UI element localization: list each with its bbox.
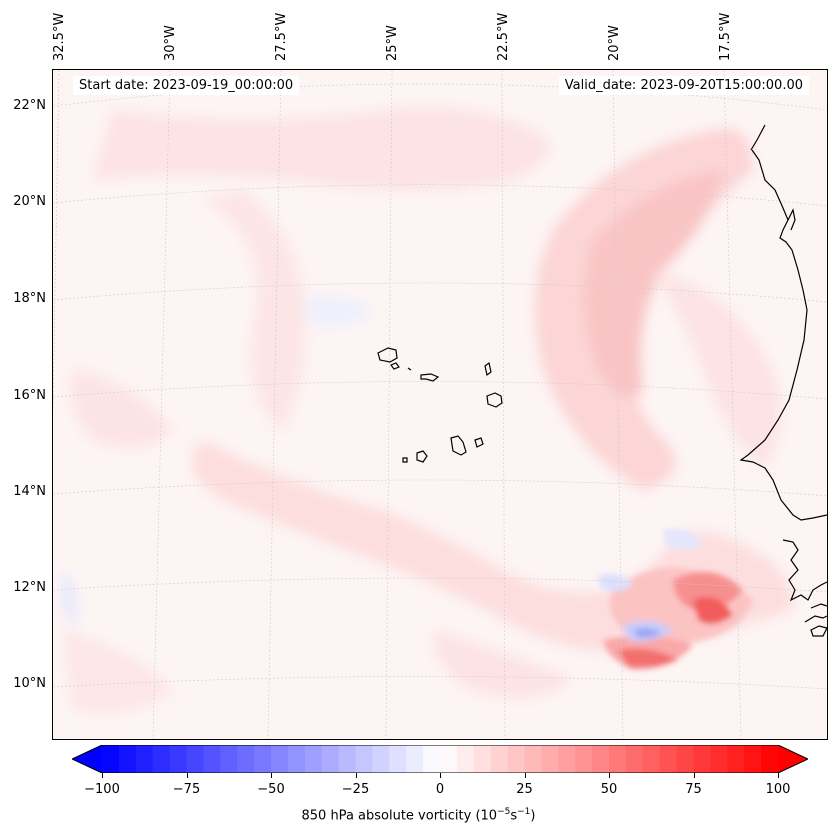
- coastline: [739, 124, 827, 637]
- colorbar-tickmark: [609, 773, 610, 778]
- colorbar-tickmark: [693, 773, 695, 778]
- colorbar-tickmark: [440, 773, 441, 778]
- colorbar-bin: [321, 745, 340, 773]
- colorbar-bin: [507, 745, 525, 773]
- colorbar-tick-label: −50: [257, 782, 285, 797]
- longitude-label: 20°W: [607, 25, 622, 61]
- latitude-label: 18°N: [13, 291, 46, 306]
- colorbar-bin: [406, 745, 424, 773]
- colorbar-label: 850 hPa absolute vorticity (10−5s−1): [301, 807, 536, 824]
- valid-date-label: Valid_date: 2023-09-20T15:00:00.00: [558, 76, 809, 95]
- colorbar-bin: [473, 745, 492, 773]
- vorticity-field-map: [53, 70, 827, 739]
- colorbar-bin: [372, 745, 390, 773]
- colorbar-tickmark: [102, 773, 103, 778]
- colorbar-bin: [558, 745, 576, 773]
- colorbar-tick-label: −75: [172, 782, 201, 797]
- colorbar-tick-label: −100: [84, 782, 120, 797]
- colorbar-bin: [186, 745, 204, 773]
- longitude-label: 32.5°W: [52, 12, 67, 61]
- units-exponent-1: −5: [497, 807, 511, 817]
- latitude-label: 20°N: [13, 194, 46, 209]
- colorbar-tickmark: [778, 773, 779, 778]
- cape-verde-islands: [377, 347, 503, 463]
- colorbar-bin: [541, 745, 559, 773]
- colorbar-bin: [575, 745, 593, 773]
- units-exponent-2: −1: [517, 807, 531, 817]
- colorbar-bin: [592, 745, 610, 773]
- colorbar: [72, 745, 808, 773]
- latitude-label: 22°N: [13, 98, 46, 113]
- units-base: 10: [480, 808, 498, 824]
- colorbar-tick-label: −25: [341, 782, 370, 797]
- colorbar-bin: [456, 745, 475, 773]
- longitude-label: 27.5°W: [274, 12, 289, 61]
- colorbar-bin: [220, 745, 238, 773]
- colorbar-bin: [102, 745, 120, 773]
- colorbar-bin: [710, 745, 728, 773]
- colorbar-bin: [287, 745, 306, 773]
- colorbar-bin: [524, 745, 542, 773]
- colorbar-bin: [237, 745, 255, 773]
- latitude-label: 12°N: [13, 580, 46, 595]
- vorticity-core: [598, 529, 753, 670]
- colorbar-bin: [203, 745, 221, 773]
- longitude-label: 25°W: [385, 25, 400, 61]
- latitude-label: 16°N: [13, 388, 46, 403]
- colorbar-bin: [338, 745, 356, 773]
- latitude-label: 10°N: [13, 676, 46, 691]
- colorbar-bin: [609, 745, 627, 773]
- colorbar-extend-max: [778, 745, 808, 773]
- colorbar-bin: [625, 745, 644, 773]
- latitude-label: 14°N: [13, 484, 46, 499]
- longitude-label: 17.5°W: [718, 12, 733, 61]
- colorbar-bin: [389, 745, 407, 773]
- graticule: [53, 70, 827, 739]
- colorbar-tick-label: 50: [600, 782, 618, 797]
- colorbar-bin: [271, 745, 289, 773]
- longitude-label: 22.5°W: [496, 12, 511, 61]
- colorbar-tick-label: 100: [765, 782, 791, 797]
- colorbar-bin: [744, 745, 762, 773]
- colorbar-extend-min: [72, 745, 102, 773]
- start-date-label: Start date: 2023-09-19_00:00:00: [73, 76, 300, 95]
- longitude-label: 30°W: [163, 25, 178, 61]
- colorbar-tick-label: 0: [435, 782, 445, 797]
- colorbar-bin: [642, 745, 661, 773]
- colorbar-bin: [761, 745, 779, 773]
- colorbar-bin: [135, 745, 154, 773]
- colorbar-bin: [693, 745, 711, 773]
- colorbar-bin: [169, 745, 187, 773]
- units-s: s: [510, 808, 518, 824]
- colorbar-tickmark: [355, 773, 357, 778]
- map-panel: [52, 69, 828, 740]
- colorbar-tick-label: 75: [685, 782, 702, 797]
- colorbar-bin: [440, 745, 458, 773]
- colorbar-tick-label: 25: [516, 782, 533, 797]
- colorbar-bin: [304, 745, 323, 773]
- colorbar-bin: [423, 745, 441, 773]
- colorbar-bin: [355, 745, 373, 773]
- colorbar-bin: [152, 745, 171, 773]
- colorbar-bin: [118, 745, 137, 773]
- colorbar-bin: [254, 745, 272, 773]
- colorbar-tickmark: [524, 773, 526, 778]
- colorbar-tickmark: [186, 773, 188, 778]
- colorbar-bin: [659, 745, 678, 773]
- colorbar-bin: [727, 745, 745, 773]
- colorbar-bin: [490, 745, 509, 773]
- colorbar-tickmark: [271, 773, 272, 778]
- variable-name: 850 hPa absolute vorticity: [301, 808, 472, 824]
- colorbar-bin: [676, 745, 694, 773]
